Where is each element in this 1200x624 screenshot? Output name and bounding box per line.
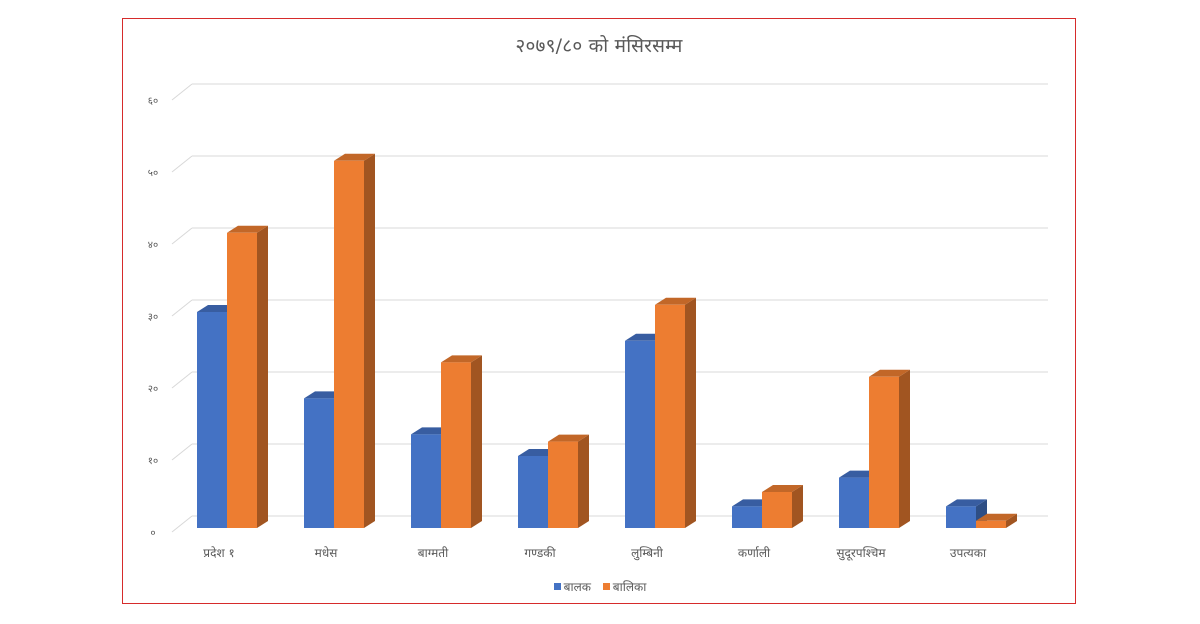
- grid-depth-line: [171, 443, 193, 461]
- bar-girls: [869, 369, 910, 528]
- legend-item-girls: बालिका: [602, 578, 647, 595]
- bar-top: [441, 355, 482, 363]
- grid-depth-line: [171, 227, 193, 245]
- bar-front: [625, 340, 655, 528]
- bar-side: [792, 485, 803, 528]
- bar-side: [257, 225, 268, 529]
- bar-girls: [655, 297, 696, 528]
- bar-front: [655, 304, 685, 528]
- chart-frame: [122, 18, 1076, 604]
- y-tick-label: ५०: [148, 168, 158, 179]
- bar-top: [869, 369, 910, 377]
- bar-front: [762, 492, 792, 528]
- x-tick-label: लुम्बिनी: [631, 546, 664, 561]
- x-tick-label: सुदूरपश्चिम: [836, 546, 886, 561]
- bar-front: [518, 456, 548, 528]
- x-tick-label: बाग्मती: [418, 546, 449, 560]
- gridlines: [171, 83, 1048, 533]
- bar-top: [976, 513, 1017, 521]
- x-tick-label: कर्णाली: [738, 546, 771, 560]
- y-tick-label: ४०: [148, 240, 158, 251]
- legend-swatch-boys: [553, 583, 561, 590]
- bars: [197, 153, 1017, 529]
- bar-top: [946, 499, 987, 507]
- y-tick-label: ६०: [148, 96, 158, 107]
- bar-front: [946, 506, 976, 528]
- x-tick-label: मधेस: [315, 546, 339, 560]
- x-tick-label: प्रदेश १: [203, 546, 234, 560]
- bar-front: [304, 398, 334, 528]
- bar-side: [1006, 513, 1017, 528]
- bar-front: [227, 232, 257, 529]
- bar-front: [732, 506, 762, 528]
- grid-depth-line: [171, 155, 193, 173]
- bar-girls: [227, 225, 268, 529]
- bar-top: [548, 434, 589, 442]
- bar-girls: [441, 355, 482, 528]
- bar-girls: [548, 434, 589, 528]
- bar-top: [762, 485, 803, 492]
- bar-top: [227, 225, 268, 233]
- grid-depth-line: [171, 371, 193, 389]
- bar-front: [548, 441, 578, 528]
- bar-front: [334, 160, 364, 529]
- bar-front: [839, 477, 869, 528]
- bar-side: [685, 297, 696, 528]
- bar-girls: [334, 153, 375, 529]
- y-tick-label: ०: [150, 528, 155, 539]
- bar-side: [578, 434, 589, 528]
- bar-front: [441, 362, 471, 528]
- grid-depth-line: [171, 299, 193, 317]
- legend: बालक बालिका: [0, 578, 1200, 595]
- legend-item-boys: बालक: [553, 578, 591, 595]
- bar-front: [411, 434, 441, 528]
- y-axis-ticks: ० १० २० ३० ४० ५० ६०: [148, 96, 158, 539]
- bar-top: [655, 297, 696, 305]
- y-tick-label: २०: [148, 384, 158, 395]
- y-tick-label: १०: [148, 456, 158, 467]
- grid-depth-line: [171, 515, 193, 533]
- legend-swatch-girls: [602, 583, 610, 590]
- legend-label-girls: बालिका: [612, 580, 647, 594]
- legend-label-boys: बालक: [563, 580, 591, 594]
- bar-front: [869, 376, 899, 528]
- bar-front: [197, 312, 227, 528]
- bar-side: [899, 369, 910, 528]
- chart-title: २०७९/८० को मंसिरसम्म: [515, 35, 683, 57]
- bar-side: [364, 153, 375, 529]
- bar-girls: [762, 485, 803, 528]
- bar-front: [976, 520, 1006, 528]
- bar-girls: [976, 513, 1017, 528]
- bar-top: [334, 153, 375, 161]
- x-tick-label: उपत्यका: [950, 546, 987, 560]
- bar-side: [471, 355, 482, 528]
- grid-depth-line: [171, 83, 193, 101]
- x-tick-label: गण्डकी: [524, 546, 556, 560]
- y-tick-label: ३०: [148, 312, 158, 323]
- x-axis-ticks: प्रदेश १ मधेस बाग्मती गण्डकी लुम्बिनी कर्णाली…: [203, 546, 987, 561]
